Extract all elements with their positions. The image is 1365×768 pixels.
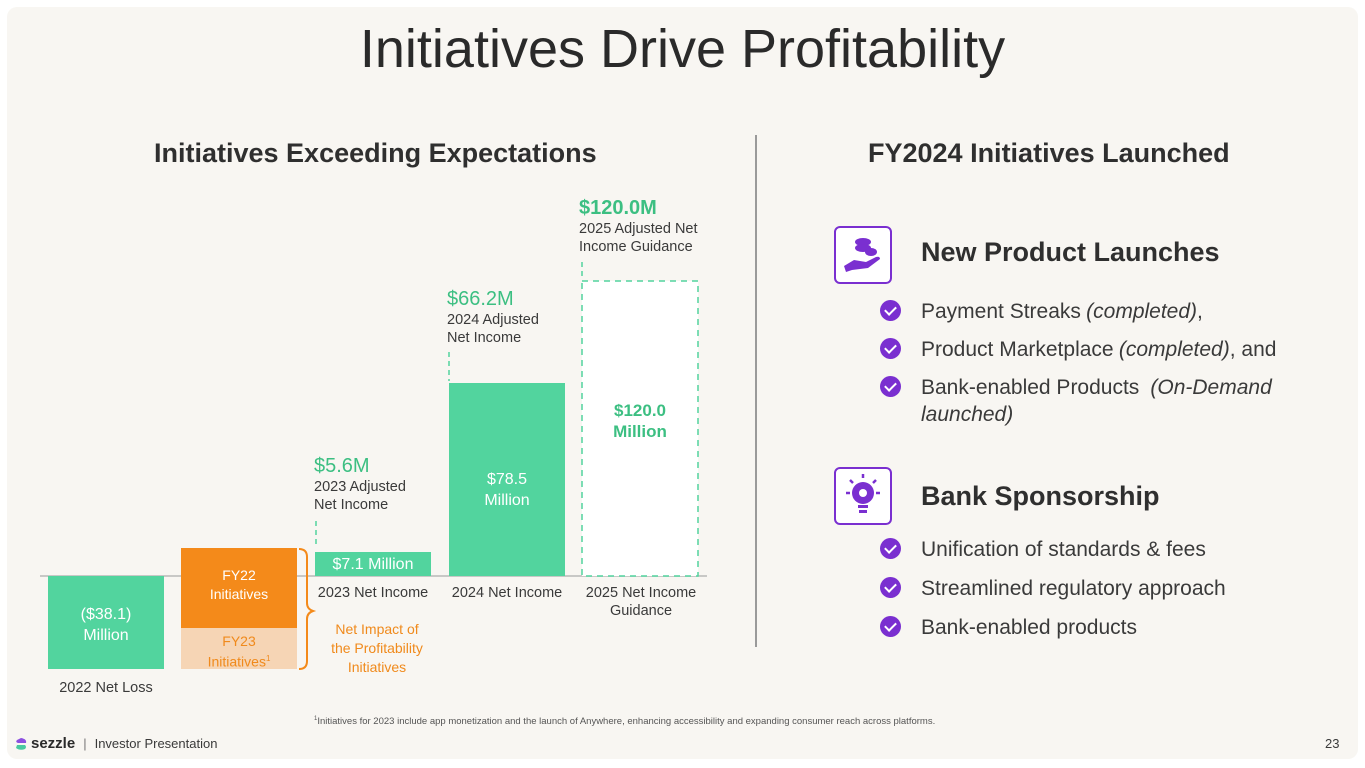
callout-2023-value: $5.6M [314,455,370,477]
hand-coins-icon [834,226,892,284]
page-number: 23 [1325,736,1340,751]
bar-fy22-initiatives [181,548,297,628]
initiative-title-product: New Product Launches [921,237,1220,267]
bar-loss-label: ($38.1) Million [80,606,132,644]
check-icon [880,616,901,637]
footer: sezzle | Investor Presentation [14,735,217,752]
bar-2025-label: $120.0 Million [613,401,667,441]
bar-2022-net-loss [48,576,164,669]
sezzle-logo-icon [16,737,27,750]
category-2022: 2022 Net Loss [59,680,153,696]
bar-2024-net-income [449,383,565,576]
callout-2025-value: $120.0M [579,197,657,219]
section-divider [755,135,757,647]
list-item: Bank-enabled Products (On-Demand launche… [880,374,1310,434]
bar-fy23-label: FY23 Initiatives1 [207,633,271,670]
bar-2023-net-income [315,552,431,576]
footer-separator: | [83,736,87,751]
bar-fy22-label: FY22 Initiatives [209,567,269,602]
list-item: Product Marketplace (completed), and [880,336,1310,374]
brand-name: sezzle [31,735,76,752]
check-icon [880,577,901,598]
list-item: Payment Streaks (completed), [880,298,1310,336]
bar-2025-guidance [581,280,699,577]
page-title: Initiatives Drive Profitability [359,19,1006,79]
bar-fy23-initiatives [181,628,297,669]
bar-2024-label: $78.5 Million [484,471,530,509]
list-item: Bank-enabled products [880,614,1310,653]
bar-2023-label: $7.1 Million [332,556,414,573]
right-section-heading: FY2024 Initiatives Launched [868,138,1230,168]
list-item: Unification of standards & fees [880,536,1310,575]
callout-2023: $5.6M 2023 Adjusted Net Income [314,455,406,513]
callout-2024: $66.2M 2024 Adjusted Net Income [447,288,539,346]
waterfall-chart [40,262,707,670]
bracket-note: Net Impact of the Profitability Initiative… [331,621,423,675]
initiative-title-bank: Bank Sponsorship [921,481,1160,511]
bullet-list-product: Payment Streaks (completed), Product Mar… [880,298,1310,434]
check-icon [880,376,901,397]
check-icon [880,338,901,359]
footer-label: Investor Presentation [94,736,218,751]
list-item: Streamlined regulatory approach [880,575,1310,614]
category-2024: 2024 Net Income [451,585,563,601]
left-section-heading: Initiatives Exceeding Expectations [154,138,597,168]
check-icon [880,300,901,321]
callout-2025: $120.0M 2025 Adjusted Net Income Guidanc… [579,197,698,255]
lightbulb-gear-icon [834,467,892,525]
footnote: 1Initiatives for 2023 include app moneti… [314,716,936,728]
category-2023: 2023 Net Income [317,585,429,601]
bullet-list-bank: Unification of standards & fees Streamli… [880,536,1310,653]
initiatives-bracket [298,548,317,670]
category-2025: 2025 Net Income Guidance [585,585,697,619]
callout-2024-value: $66.2M [447,288,514,310]
check-icon [880,538,901,559]
